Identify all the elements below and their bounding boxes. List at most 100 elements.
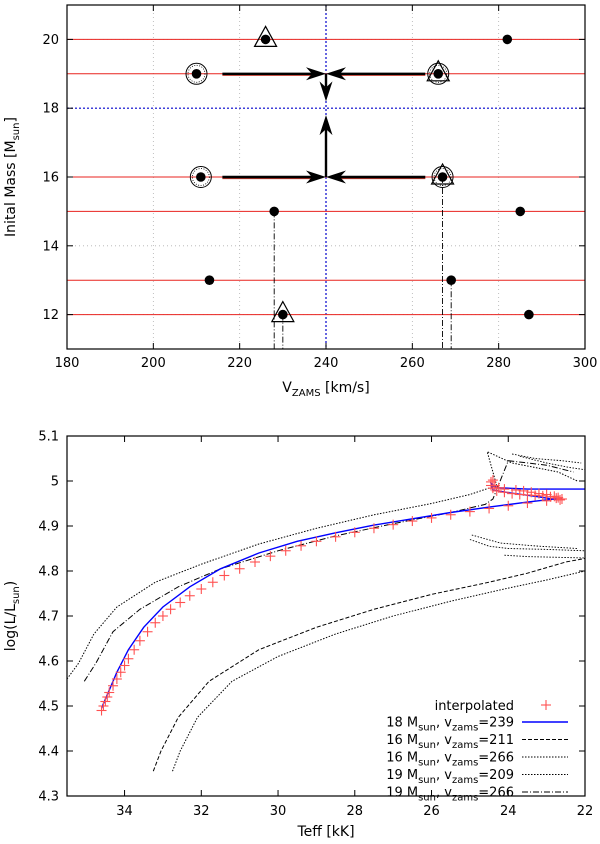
bottom-y-tick-label: 4.6 xyxy=(38,655,59,670)
track-branch xyxy=(519,455,585,471)
bottom-y-tick-label: 4.5 xyxy=(38,700,59,715)
interpolated-point xyxy=(104,687,115,698)
circle-marker xyxy=(427,62,450,85)
top-x-tick-label: 240 xyxy=(314,356,339,371)
track-line xyxy=(67,450,578,680)
interpolated-point xyxy=(102,692,113,702)
top-panel: 180 200 220 240 260 280 300 12 14 16 18 20 VZAMS [… xyxy=(3,4,598,399)
top-arrows xyxy=(222,67,426,184)
bottom-y-tick-label: 4.7 xyxy=(38,610,59,625)
interpolated-point xyxy=(464,506,475,517)
data-point xyxy=(260,34,271,45)
bottom-y-tick-label: 4.3 xyxy=(38,790,59,805)
top-x-tick-label: 260 xyxy=(400,356,425,371)
bottom-x-ticks: 34 32 30 28 26 24 22 xyxy=(116,436,593,819)
interpolated-point xyxy=(142,626,153,637)
top-y-tick-label: 18 xyxy=(42,102,59,117)
top-x-tick-label: 180 xyxy=(55,356,80,371)
data-point xyxy=(204,275,215,286)
interpolated-point xyxy=(445,509,456,520)
circle-marker-inner xyxy=(429,64,448,83)
arrow xyxy=(319,115,333,177)
bottom-x-tick-label: 34 xyxy=(116,804,133,819)
interpolated-point xyxy=(265,551,276,562)
data-point xyxy=(191,69,202,79)
data-point xyxy=(446,275,456,286)
bottom-x-axis-label: Teff [kK] xyxy=(296,824,354,840)
legend-label: 16 Msun, vzams=211 xyxy=(386,733,514,751)
interpolated-point xyxy=(165,604,176,615)
interpolated-point xyxy=(96,705,107,716)
bottom-y-axis-label: log(L/Lsun) xyxy=(3,581,22,651)
arrow xyxy=(326,67,426,81)
interpolated-point xyxy=(368,523,379,534)
triangle-marker xyxy=(270,300,295,323)
interpolated-point xyxy=(407,516,418,527)
interpolated-point xyxy=(526,487,537,498)
data-point xyxy=(502,34,513,45)
interpolated-point xyxy=(280,545,291,556)
top-x-tick-label: 220 xyxy=(227,356,252,371)
data-point xyxy=(269,206,280,217)
interpolated-point xyxy=(184,590,195,601)
legend-label: 19 Msun, vzams=266 xyxy=(386,786,514,804)
interpolated-point xyxy=(426,512,437,523)
interpolated-point xyxy=(129,644,140,655)
top-y-tick-label: 12 xyxy=(42,308,59,323)
bottom-x-tick-label: 32 xyxy=(193,804,210,819)
bottom-y-ticks: 4.3 4.4 4.5 4.6 4.7 4.8 4.9 5 5.1 xyxy=(38,430,585,805)
legend-label: 16 Msun, vzams=266 xyxy=(386,751,514,769)
interpolated-point xyxy=(111,674,122,684)
top-x-ticks: 180 200 220 240 260 280 300 xyxy=(55,5,598,371)
legend-row: 16 Msun, vzams=266 xyxy=(386,751,568,769)
top-x-tick-label: 300 xyxy=(573,356,598,371)
arrow xyxy=(326,170,426,184)
legend-label: 19 Msun, vzams=209 xyxy=(386,768,514,786)
track-line-target xyxy=(100,481,585,709)
interpolated-point xyxy=(134,635,145,646)
circle-marker xyxy=(185,62,208,85)
interpolated-point xyxy=(330,531,341,542)
legend-row: 18 Msun, vzams=239 xyxy=(386,716,568,734)
interpolated-point xyxy=(388,519,399,530)
top-y-tick-label: 16 xyxy=(42,171,59,186)
top-dropdown-lines xyxy=(273,177,452,349)
bottom-y-tick-label: 4.9 xyxy=(38,520,59,535)
interpolated-point xyxy=(250,557,261,567)
interpolated-point xyxy=(553,492,564,503)
top-y-tick-label: 20 xyxy=(42,33,59,48)
legend-row: 19 Msun, vzams=209 xyxy=(386,768,568,786)
interpolated-point xyxy=(108,680,119,691)
interpolated-point xyxy=(150,617,161,628)
legend-swatch-interpolated xyxy=(541,700,551,710)
interpolated-point xyxy=(157,611,168,621)
interpolated-point xyxy=(115,667,126,678)
triangle-marker xyxy=(253,25,278,48)
interpolated-point xyxy=(510,485,521,495)
legend-label: 18 Msun, vzams=239 xyxy=(386,716,514,734)
bottom-interpolated-points xyxy=(96,475,567,716)
triangle-marker xyxy=(430,162,455,185)
top-y-tick-label: 14 xyxy=(42,239,59,254)
interpolated-point xyxy=(541,489,552,500)
interpolated-point xyxy=(503,500,514,511)
interpolated-point xyxy=(196,584,207,594)
circle-marker-inner xyxy=(191,168,210,186)
interpolated-point xyxy=(123,653,134,664)
bottom-x-tick-label: 26 xyxy=(423,804,440,819)
interpolated-point xyxy=(493,482,504,493)
bottom-x-tick-label: 28 xyxy=(347,804,364,819)
data-point xyxy=(437,172,448,182)
interpolated-point xyxy=(518,485,529,496)
top-markers xyxy=(185,25,534,323)
bottom-y-tick-label: 5.1 xyxy=(38,430,59,445)
track-line xyxy=(152,557,585,772)
bottom-x-tick-label: 22 xyxy=(577,804,594,819)
bottom-y-tick-label: 4.8 xyxy=(38,565,59,580)
data-point xyxy=(196,172,206,182)
track-branch xyxy=(471,534,578,549)
triangle-marker xyxy=(426,59,451,82)
interpolated-point xyxy=(100,696,111,707)
track-branch xyxy=(469,539,585,552)
